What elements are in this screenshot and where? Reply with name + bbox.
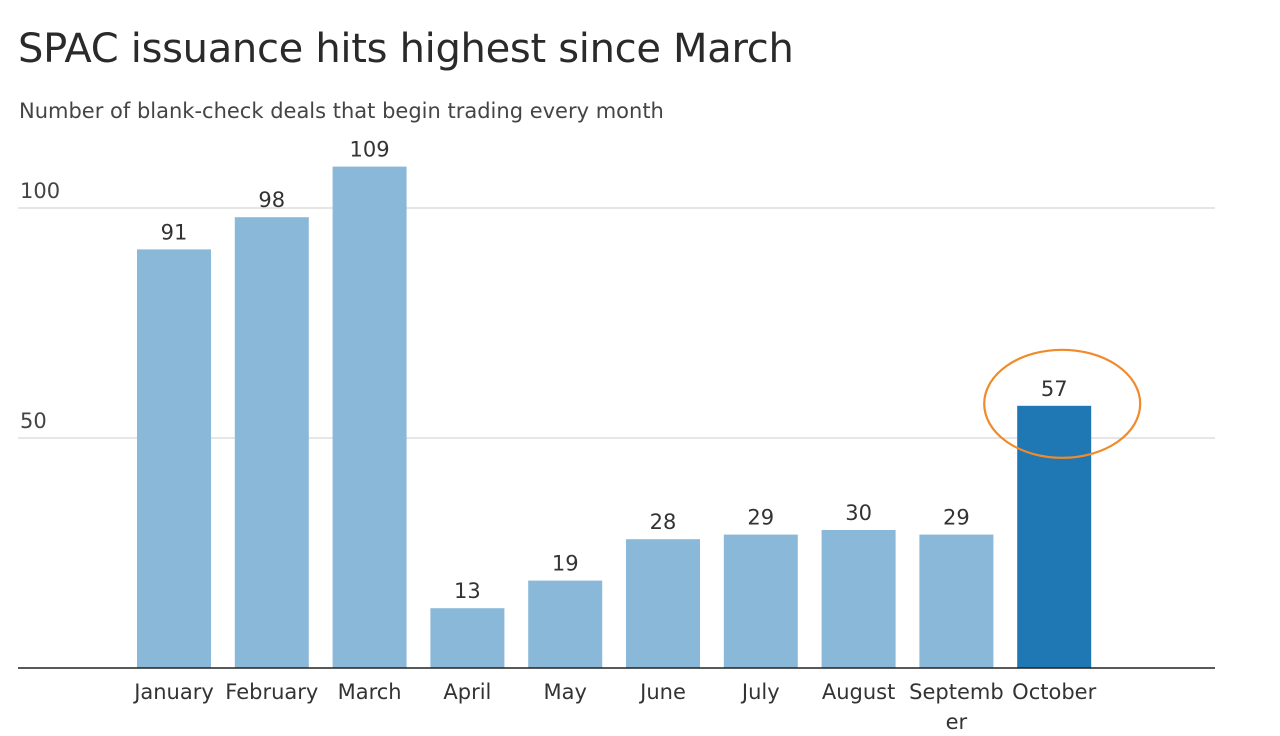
y-tick-label: 50 (20, 409, 47, 433)
data-label-august: 30 (845, 501, 872, 525)
highlight-circle (983, 348, 1142, 459)
data-label-april: 13 (454, 579, 481, 603)
bar-may (528, 580, 603, 668)
chart-subtitle: Number of blank-check deals that begin t… (19, 99, 664, 123)
data-label-september: 29 (943, 506, 970, 530)
bar-january (137, 249, 211, 668)
bar-march (332, 166, 407, 668)
bar-october (1017, 405, 1092, 668)
x-tick-label-may: May (543, 680, 586, 704)
bar-september (919, 534, 994, 668)
x-tick-label-july: July (740, 680, 780, 704)
x-tick-label-february: February (225, 680, 318, 704)
data-label-january: 91 (161, 220, 188, 244)
y-tick-label: 100 (20, 179, 60, 203)
bar-april (430, 608, 505, 668)
data-label-july: 29 (747, 506, 774, 530)
x-tick-label-january: January (132, 680, 214, 704)
x-tick-label-september: Septemb er (909, 680, 1004, 734)
bar-july (723, 534, 798, 668)
x-tick-label-october: October (1012, 680, 1096, 704)
bar-june (626, 539, 700, 668)
bar-august (821, 530, 896, 668)
bar-february (234, 217, 309, 668)
x-tick-label-april: April (443, 680, 491, 704)
chart-title: SPAC issuance hits highest since March (18, 26, 794, 72)
data-label-october: 57 (1041, 377, 1068, 401)
data-label-june: 28 (650, 510, 677, 534)
x-tick-label-august: August (822, 680, 896, 704)
data-label-may: 19 (552, 552, 579, 576)
data-label-february: 98 (258, 188, 285, 212)
x-tick-label-march: March (338, 680, 402, 704)
x-tick-label-june: June (638, 680, 686, 704)
data-label-march: 109 (350, 138, 390, 162)
